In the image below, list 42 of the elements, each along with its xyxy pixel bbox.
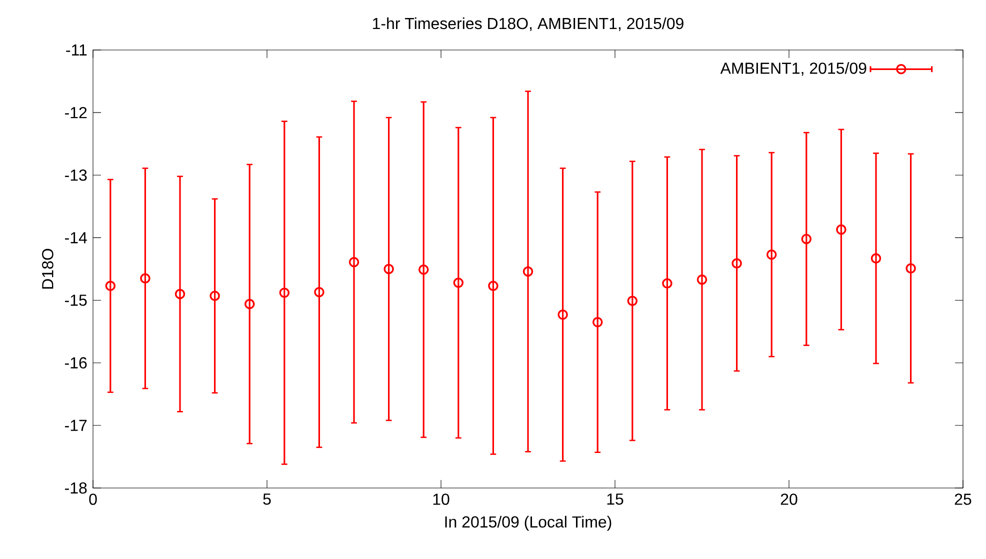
x-tick-label: 5 xyxy=(263,494,271,505)
point xyxy=(662,278,672,289)
point xyxy=(732,258,742,268)
point xyxy=(453,278,464,288)
x-tick-label: 10 xyxy=(433,494,450,505)
x-tick-label: 20 xyxy=(780,494,798,505)
y-tick-label: -12 xyxy=(64,106,87,118)
point xyxy=(174,288,186,300)
point xyxy=(384,264,394,274)
point xyxy=(592,317,603,328)
point xyxy=(488,280,498,292)
point xyxy=(314,287,324,298)
point xyxy=(244,298,255,310)
point xyxy=(906,263,916,274)
chart-title: 1-hr Timeseries D18O, AMBIENT1, 2015/09 xyxy=(373,17,684,32)
point xyxy=(870,253,882,264)
point xyxy=(279,288,290,298)
point xyxy=(348,256,360,268)
point xyxy=(140,273,150,284)
y-tick-label: -13 xyxy=(64,169,87,181)
y-tick-label: -17 xyxy=(64,420,87,431)
x-tick-label: 25 xyxy=(954,494,972,505)
point xyxy=(210,290,220,302)
point xyxy=(801,234,812,244)
point xyxy=(766,249,777,260)
point xyxy=(418,264,429,275)
x-tick-label: 0 xyxy=(89,494,97,505)
x-tick-label: 15 xyxy=(607,494,624,505)
point xyxy=(558,310,568,320)
x-axis-title: In 2015/09 (Local Time) xyxy=(445,516,612,531)
point xyxy=(696,274,708,285)
point xyxy=(105,280,116,292)
y-tick-label: -18 xyxy=(64,482,87,494)
point xyxy=(522,266,534,277)
legend-label: AMBIENT1, 2015/09 xyxy=(720,62,866,76)
point xyxy=(836,224,846,235)
point xyxy=(627,296,638,306)
y-axis-title: D18O xyxy=(42,248,54,289)
y-tick-label: -16 xyxy=(64,357,87,368)
y-tick-label: -14 xyxy=(64,232,87,244)
y-tick-label: -15 xyxy=(64,294,87,306)
y-tick-label: -11 xyxy=(66,44,87,56)
